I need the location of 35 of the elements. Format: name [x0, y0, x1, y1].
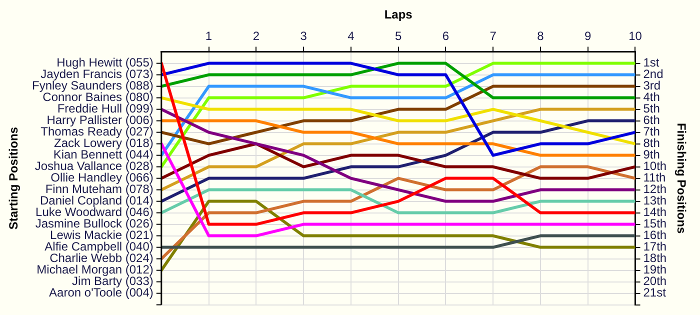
- y2-tick-label: 13th: [643, 194, 667, 208]
- y2-tick-label: 5th: [643, 102, 660, 116]
- y2-tick-label: 18th: [643, 251, 667, 266]
- y2-tick-label: 10th: [643, 159, 667, 174]
- y2-tick-label: 6th: [643, 113, 660, 128]
- y2-axis-title: Finishing Positions: [674, 122, 688, 234]
- y2-tick-label: 17th: [643, 240, 667, 254]
- y2-tick-label: 21st: [643, 286, 667, 300]
- y2-tick-label: 1st: [643, 56, 660, 70]
- y2-tick-label: 3rd: [643, 78, 661, 93]
- x-axis-title: Laps: [384, 8, 413, 22]
- text: Starting Positions: [6, 126, 20, 230]
- y2-tick-label: 14th: [643, 205, 667, 220]
- x-tick-label: 7: [490, 28, 497, 43]
- y2-tick-label: 8th: [643, 136, 660, 150]
- y2-tick-label: 12th: [643, 182, 667, 196]
- y2-tick-label: 16th: [643, 228, 667, 242]
- x-tick-label: 8: [537, 28, 544, 43]
- x-tick-label: 9: [584, 28, 592, 43]
- y2-tick-label: 4th: [643, 90, 660, 104]
- y2-tick-label: 2nd: [643, 67, 664, 82]
- x-tick-label: 3: [300, 28, 308, 43]
- x-tick-label: 4: [348, 28, 355, 43]
- y2-tick-label: 19th: [643, 262, 667, 277]
- y2-tick-label: 9th: [643, 148, 660, 162]
- x-tick-label: 2: [252, 28, 260, 43]
- y2-tick-label: 20th: [643, 274, 667, 288]
- x-tick-label: 1: [205, 28, 212, 43]
- text: Hugh Hewitt (055): [56, 56, 154, 70]
- x-tick-label: 10: [628, 28, 642, 43]
- y2-tick-label: 11th: [643, 170, 666, 185]
- x-tick-label: 5: [394, 28, 402, 43]
- x-tick-label: 6: [442, 28, 450, 43]
- y2-tick-label: 15th: [643, 216, 667, 231]
- y2-tick-label: 7th: [643, 124, 660, 139]
